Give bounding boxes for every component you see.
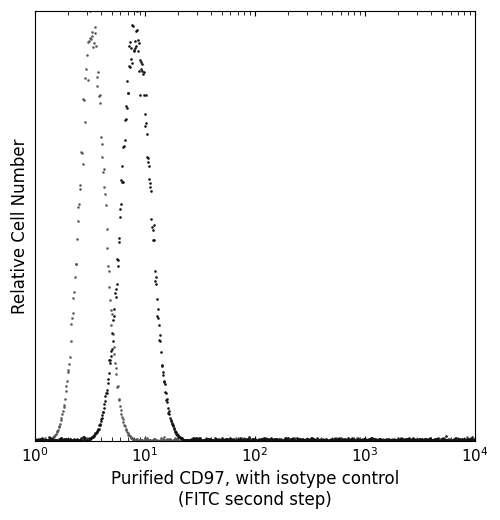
Y-axis label: Relative Cell Number: Relative Cell Number: [11, 138, 29, 314]
X-axis label: Purified CD97, with isotype control
(FITC second step): Purified CD97, with isotype control (FIT…: [110, 470, 399, 509]
